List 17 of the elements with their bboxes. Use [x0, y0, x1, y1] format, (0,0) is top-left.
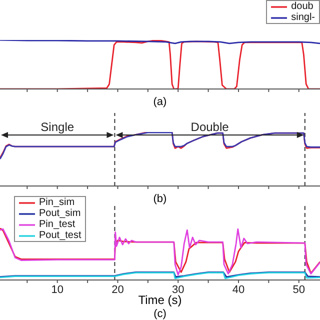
legend-label: Pout_sim	[39, 208, 81, 219]
legend-label: Pin_sim	[39, 197, 75, 208]
x-tick-label: 20	[112, 284, 124, 296]
text: (b)	[153, 193, 167, 205]
x-tick-label: 10	[51, 284, 64, 296]
x-tick-label: 50	[292, 284, 305, 296]
legend-label: doub	[291, 1, 314, 12]
x-tick-label: 40	[232, 284, 245, 296]
annotation: Single	[40, 120, 74, 134]
legend-label: Pout_test	[39, 230, 82, 241]
x-tick-label: 30	[172, 284, 184, 296]
legend-label: Pin_test	[39, 219, 76, 230]
x-axis-title: Time (s)	[137, 293, 182, 307]
text: (c)	[152, 307, 168, 320]
text: (a)	[152, 95, 168, 110]
legend-label: singl-	[291, 12, 315, 23]
annotation: Double	[190, 120, 230, 134]
